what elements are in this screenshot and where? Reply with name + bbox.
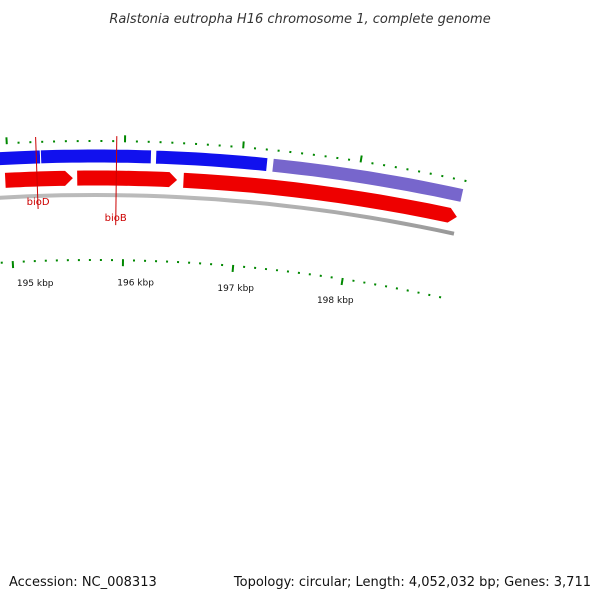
major-tick (242, 141, 245, 149)
scale-label: 197 kbp (217, 284, 254, 294)
gene-block (271, 157, 465, 203)
topology-label: Topology: circular; Length: 4,052,032 bp… (233, 575, 591, 590)
scale-labels: 190 kbp191 kbp192 kbp193 kbp194 kbp195 k… (17, 279, 354, 307)
gene-label: bioD (27, 197, 50, 208)
cds-arrow (182, 171, 459, 224)
major-tick (231, 264, 235, 272)
cds-arrow (76, 169, 179, 189)
cds-arrow (3, 169, 75, 189)
gene-block (154, 149, 269, 173)
gene-track (0, 148, 465, 203)
inner-tick-marks (0, 259, 442, 299)
map-title: Ralstonia eutropha H16 chromosome 1, com… (109, 12, 490, 27)
minor-tick (464, 179, 467, 183)
major-tick (359, 155, 363, 163)
accession-label: Accession: NC_008313 (9, 575, 157, 590)
scale-label: 195 kbp (17, 279, 54, 289)
cds-arrow (0, 179, 2, 182)
gene-label: bioB (105, 213, 127, 224)
gene-leader-line (35, 136, 39, 210)
gene-block (39, 148, 153, 165)
scale-label: 198 kbp (317, 296, 354, 306)
cds-track (0, 169, 459, 224)
gene-leader-line (115, 136, 118, 226)
scale-label: 196 kbp (117, 279, 154, 289)
gene-labels: h16_A0177h16_A0178h16_A0179bioAbioFbioDb… (27, 136, 127, 226)
backbone-track (0, 192, 455, 236)
outer-tick-marks (5, 135, 467, 183)
major-tick (340, 277, 344, 286)
